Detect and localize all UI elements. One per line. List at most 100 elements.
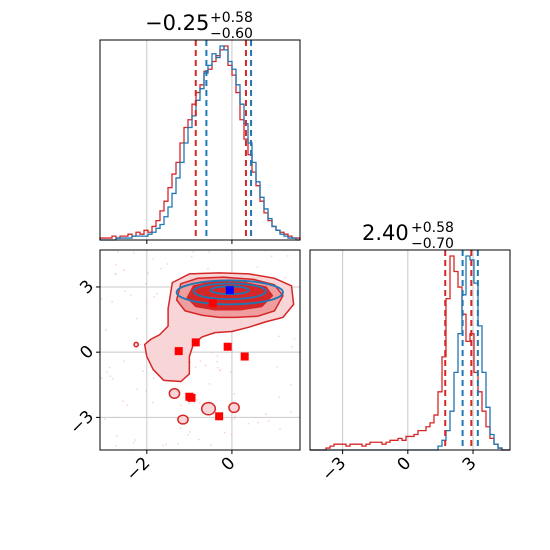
- joint-sample-point: [234, 415, 237, 418]
- joint-sample-point: [230, 433, 233, 436]
- joint-red-island: [200, 401, 217, 416]
- joint-sample-point: [142, 370, 144, 373]
- joint-sample-point: [216, 355, 219, 358]
- hist2-red-histogram: [310, 255, 510, 451]
- joint-sample-point: [256, 266, 259, 268]
- joint-sample-point: [126, 404, 129, 407]
- joint-sample-point: [199, 360, 202, 363]
- joint-sample-point: [146, 272, 149, 275]
- joint-sample-point: [211, 351, 213, 354]
- joint-sample-point: [122, 400, 124, 403]
- joint-sample-point: [198, 402, 201, 404]
- joint-sample-point: [177, 442, 179, 445]
- joint-sample-point: [284, 277, 287, 279]
- joint-sample-point: [135, 317, 138, 320]
- joint-sample-point: [103, 418, 106, 421]
- joint-sample-point: [116, 250, 119, 253]
- hist1-frame: [99, 39, 301, 241]
- joint-sample-point: [160, 267, 162, 270]
- joint-sample-point: [115, 263, 117, 266]
- joint-xtick-label: 0: [218, 453, 240, 475]
- joint-sample-point: [210, 444, 212, 447]
- joint-sample-point: [265, 413, 267, 416]
- hist2-tick-label: −3: [318, 453, 350, 485]
- title-2-upper: +0.58: [411, 220, 454, 236]
- joint-sample-point: [247, 422, 250, 425]
- joint-sample-point: [277, 335, 280, 338]
- joint-ytick-label: 3: [76, 276, 98, 298]
- joint-sample-point: [216, 360, 219, 363]
- joint-sample-point: [278, 396, 281, 399]
- joint-sample-point: [197, 438, 200, 441]
- hist2-frame: [309, 249, 511, 451]
- joint-ytick-label: −3: [66, 407, 98, 439]
- joint-sample-point: [116, 416, 118, 419]
- title-2-median: 2.40: [362, 221, 409, 245]
- hist2-blue-histogram: [310, 255, 510, 451]
- joint-sample-point: [218, 370, 221, 372]
- joint-sample-point: [187, 434, 189, 436]
- hist-param-2-panel: −3 0 3: [309, 249, 511, 485]
- joint-red-marker: [191, 338, 200, 347]
- joint-sample-point: [108, 366, 111, 369]
- joint-blue-contour-1: [175, 279, 284, 306]
- joint-red-island: [177, 414, 189, 425]
- joint-red-marker: [240, 352, 249, 361]
- joint-sample-point: [151, 401, 154, 404]
- joint-sample-point: [132, 441, 135, 444]
- joint-sample-point: [100, 297, 103, 300]
- joint-sample-point: [193, 401, 196, 404]
- title-2-lower: −0.70: [411, 236, 454, 252]
- joint-content: [100, 250, 296, 450]
- joint-red-marker: [174, 347, 183, 356]
- joint-sample-point: [134, 439, 137, 441]
- joint-blue-marker: [225, 286, 234, 295]
- joint-sample-point: [136, 388, 139, 391]
- joint-sample-point: [188, 402, 191, 405]
- joint-sample-point: [257, 421, 260, 424]
- joint-sample-point: [270, 255, 273, 258]
- title-1-upper: +0.58: [210, 10, 253, 26]
- joint-red-island: [168, 387, 181, 400]
- joint-sample-point: [293, 338, 296, 340]
- joint-sample-point: [152, 377, 155, 380]
- joint-markers: [174, 286, 249, 421]
- joint-sample-point: [290, 411, 293, 414]
- title-1-median: −0.25: [145, 11, 209, 35]
- joint-sample-point: [129, 294, 132, 297]
- joint-sample-point: [139, 343, 141, 346]
- joint-sample-point: [208, 383, 211, 385]
- hist2-quantile-lines: [444, 250, 479, 450]
- joint-sample-point: [276, 365, 279, 368]
- hist2-tick-label: 0: [394, 453, 416, 475]
- joint-red-marker: [215, 412, 224, 421]
- joint-sample-point: [223, 431, 226, 434]
- joint-sample-point: [196, 398, 198, 401]
- joint-sample-point: [115, 435, 118, 438]
- hist2-series: [310, 255, 510, 451]
- joint-sample-point: [145, 282, 147, 285]
- joint-red-island: [133, 341, 140, 348]
- joint-sample-point: [111, 300, 114, 303]
- hist1-red-histogram: [99, 45, 301, 240]
- hist1-quantile-lines: [194, 40, 253, 240]
- joint-sample-point: [233, 417, 236, 420]
- joint-sample-point: [286, 255, 289, 257]
- joint-sample-point: [105, 329, 107, 331]
- joint-sample-point: [194, 366, 197, 368]
- joint-sample-point: [115, 444, 118, 447]
- title-param-2: 2.40 +0.58 −0.70: [362, 220, 454, 252]
- hist1-ticks: [146, 240, 233, 244]
- joint-ytick-label: 0: [76, 342, 98, 364]
- joint-sample-point: [189, 431, 191, 433]
- joint-sample-point: [180, 404, 182, 407]
- joint-islands: [133, 341, 240, 425]
- joint-sample-point: [145, 301, 148, 303]
- joint-sample-point: [290, 346, 293, 349]
- hist2-tick-label: 3: [459, 453, 481, 475]
- joint-xtick-label: −2: [122, 453, 154, 485]
- joint-sample-point: [166, 263, 169, 265]
- joint-sample-point: [204, 364, 207, 367]
- title-param-1: −0.25 +0.58 −0.60: [145, 10, 253, 42]
